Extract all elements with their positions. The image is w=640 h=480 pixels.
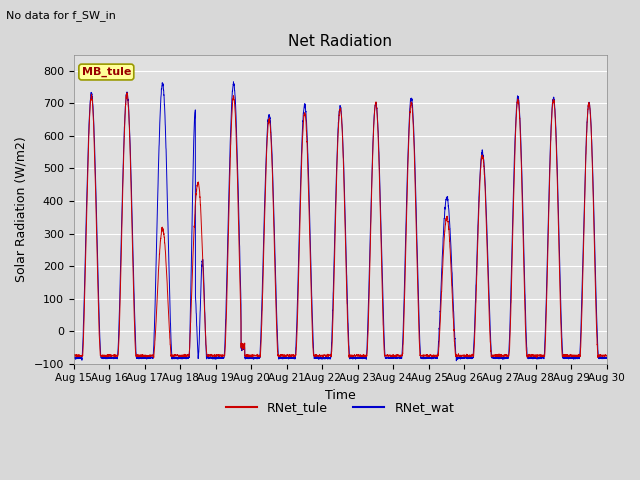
Legend: RNet_tule, RNet_wat: RNet_tule, RNet_wat xyxy=(221,396,460,420)
RNet_tule xyxy=(490,352,498,358)
RNet_wat xyxy=(320,356,328,361)
Text: No data for f_SW_in: No data for f_SW_in xyxy=(6,10,116,21)
X-axis label: Time: Time xyxy=(324,389,355,402)
RNet_tule xyxy=(430,353,438,359)
RNet_tule xyxy=(166,330,173,336)
RNet_wat xyxy=(452,358,460,364)
RNet_wat xyxy=(602,356,610,361)
RNet_wat xyxy=(603,355,611,360)
RNet_wat xyxy=(430,354,438,360)
RNet_wat xyxy=(70,355,77,360)
RNet_tule xyxy=(123,90,131,96)
RNet_wat xyxy=(490,355,498,360)
Line: RNet_wat: RNet_wat xyxy=(74,82,607,361)
RNet_tule xyxy=(150,355,157,360)
Title: Net Radiation: Net Radiation xyxy=(288,34,392,49)
RNet_wat xyxy=(166,283,173,289)
Y-axis label: Solar Radiation (W/m2): Solar Radiation (W/m2) xyxy=(15,136,28,282)
Text: MB_tule: MB_tule xyxy=(82,67,131,77)
RNet_tule xyxy=(602,353,610,359)
RNet_tule xyxy=(460,352,467,358)
RNet_tule xyxy=(70,352,77,358)
RNet_tule xyxy=(603,353,611,359)
RNet_wat xyxy=(460,355,467,361)
RNet_tule xyxy=(321,353,328,359)
Line: RNet_tule: RNet_tule xyxy=(74,93,607,358)
RNet_wat xyxy=(230,79,237,84)
